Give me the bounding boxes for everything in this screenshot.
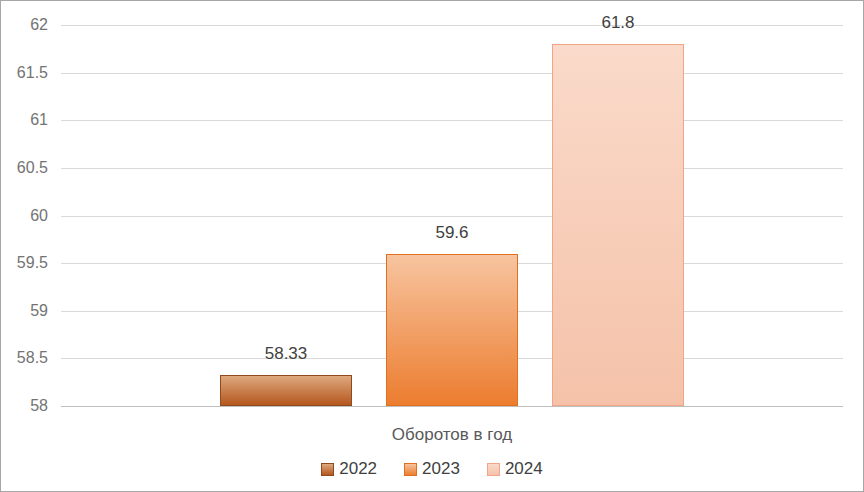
- gridline: [61, 168, 843, 169]
- gridline: [61, 25, 843, 26]
- legend-label-2024: 2024: [505, 459, 543, 479]
- y-tick-label-60.5: 60.5: [6, 159, 48, 177]
- legend-swatch-2022: [321, 463, 334, 476]
- y-tick-label-59: 59: [6, 302, 48, 320]
- legend-swatch-2023: [404, 463, 417, 476]
- data-label-2024: 61.8: [528, 13, 708, 33]
- data-label-2023: 59.6: [362, 223, 542, 243]
- data-label-2022: 58.33: [196, 344, 376, 364]
- y-tick-label-58: 58: [6, 397, 48, 415]
- legend-item-2022: 2022: [321, 459, 377, 479]
- y-tick-label-58.5: 58.5: [6, 349, 48, 367]
- gridline: [61, 120, 843, 121]
- legend-label-2023: 2023: [422, 459, 460, 479]
- x-axis-title: Оборотов в год: [61, 425, 843, 445]
- legend: 2022 2023 2024: [1, 459, 863, 479]
- bar-2022: [220, 375, 352, 406]
- gridline: [61, 216, 843, 217]
- x-axis-line: [61, 406, 843, 407]
- y-tick-label-60: 60: [6, 207, 48, 225]
- bar-chart-canvas: 62 61.5 61 60.5 60 59.5 59 58.5 58 58.33 59.6 61.8…: [0, 0, 864, 492]
- y-tick-label-61.5: 61.5: [6, 64, 48, 82]
- bar-2024: [552, 44, 684, 406]
- y-tick-label-62: 62: [6, 16, 48, 34]
- legend-label-2022: 2022: [339, 459, 377, 479]
- gridline: [61, 73, 843, 74]
- legend-item-2023: 2023: [404, 459, 460, 479]
- y-tick-label-59.5: 59.5: [6, 254, 48, 272]
- legend-swatch-2024: [487, 463, 500, 476]
- legend-item-2024: 2024: [487, 459, 543, 479]
- bar-2023: [386, 254, 518, 406]
- y-tick-label-61: 61: [6, 111, 48, 129]
